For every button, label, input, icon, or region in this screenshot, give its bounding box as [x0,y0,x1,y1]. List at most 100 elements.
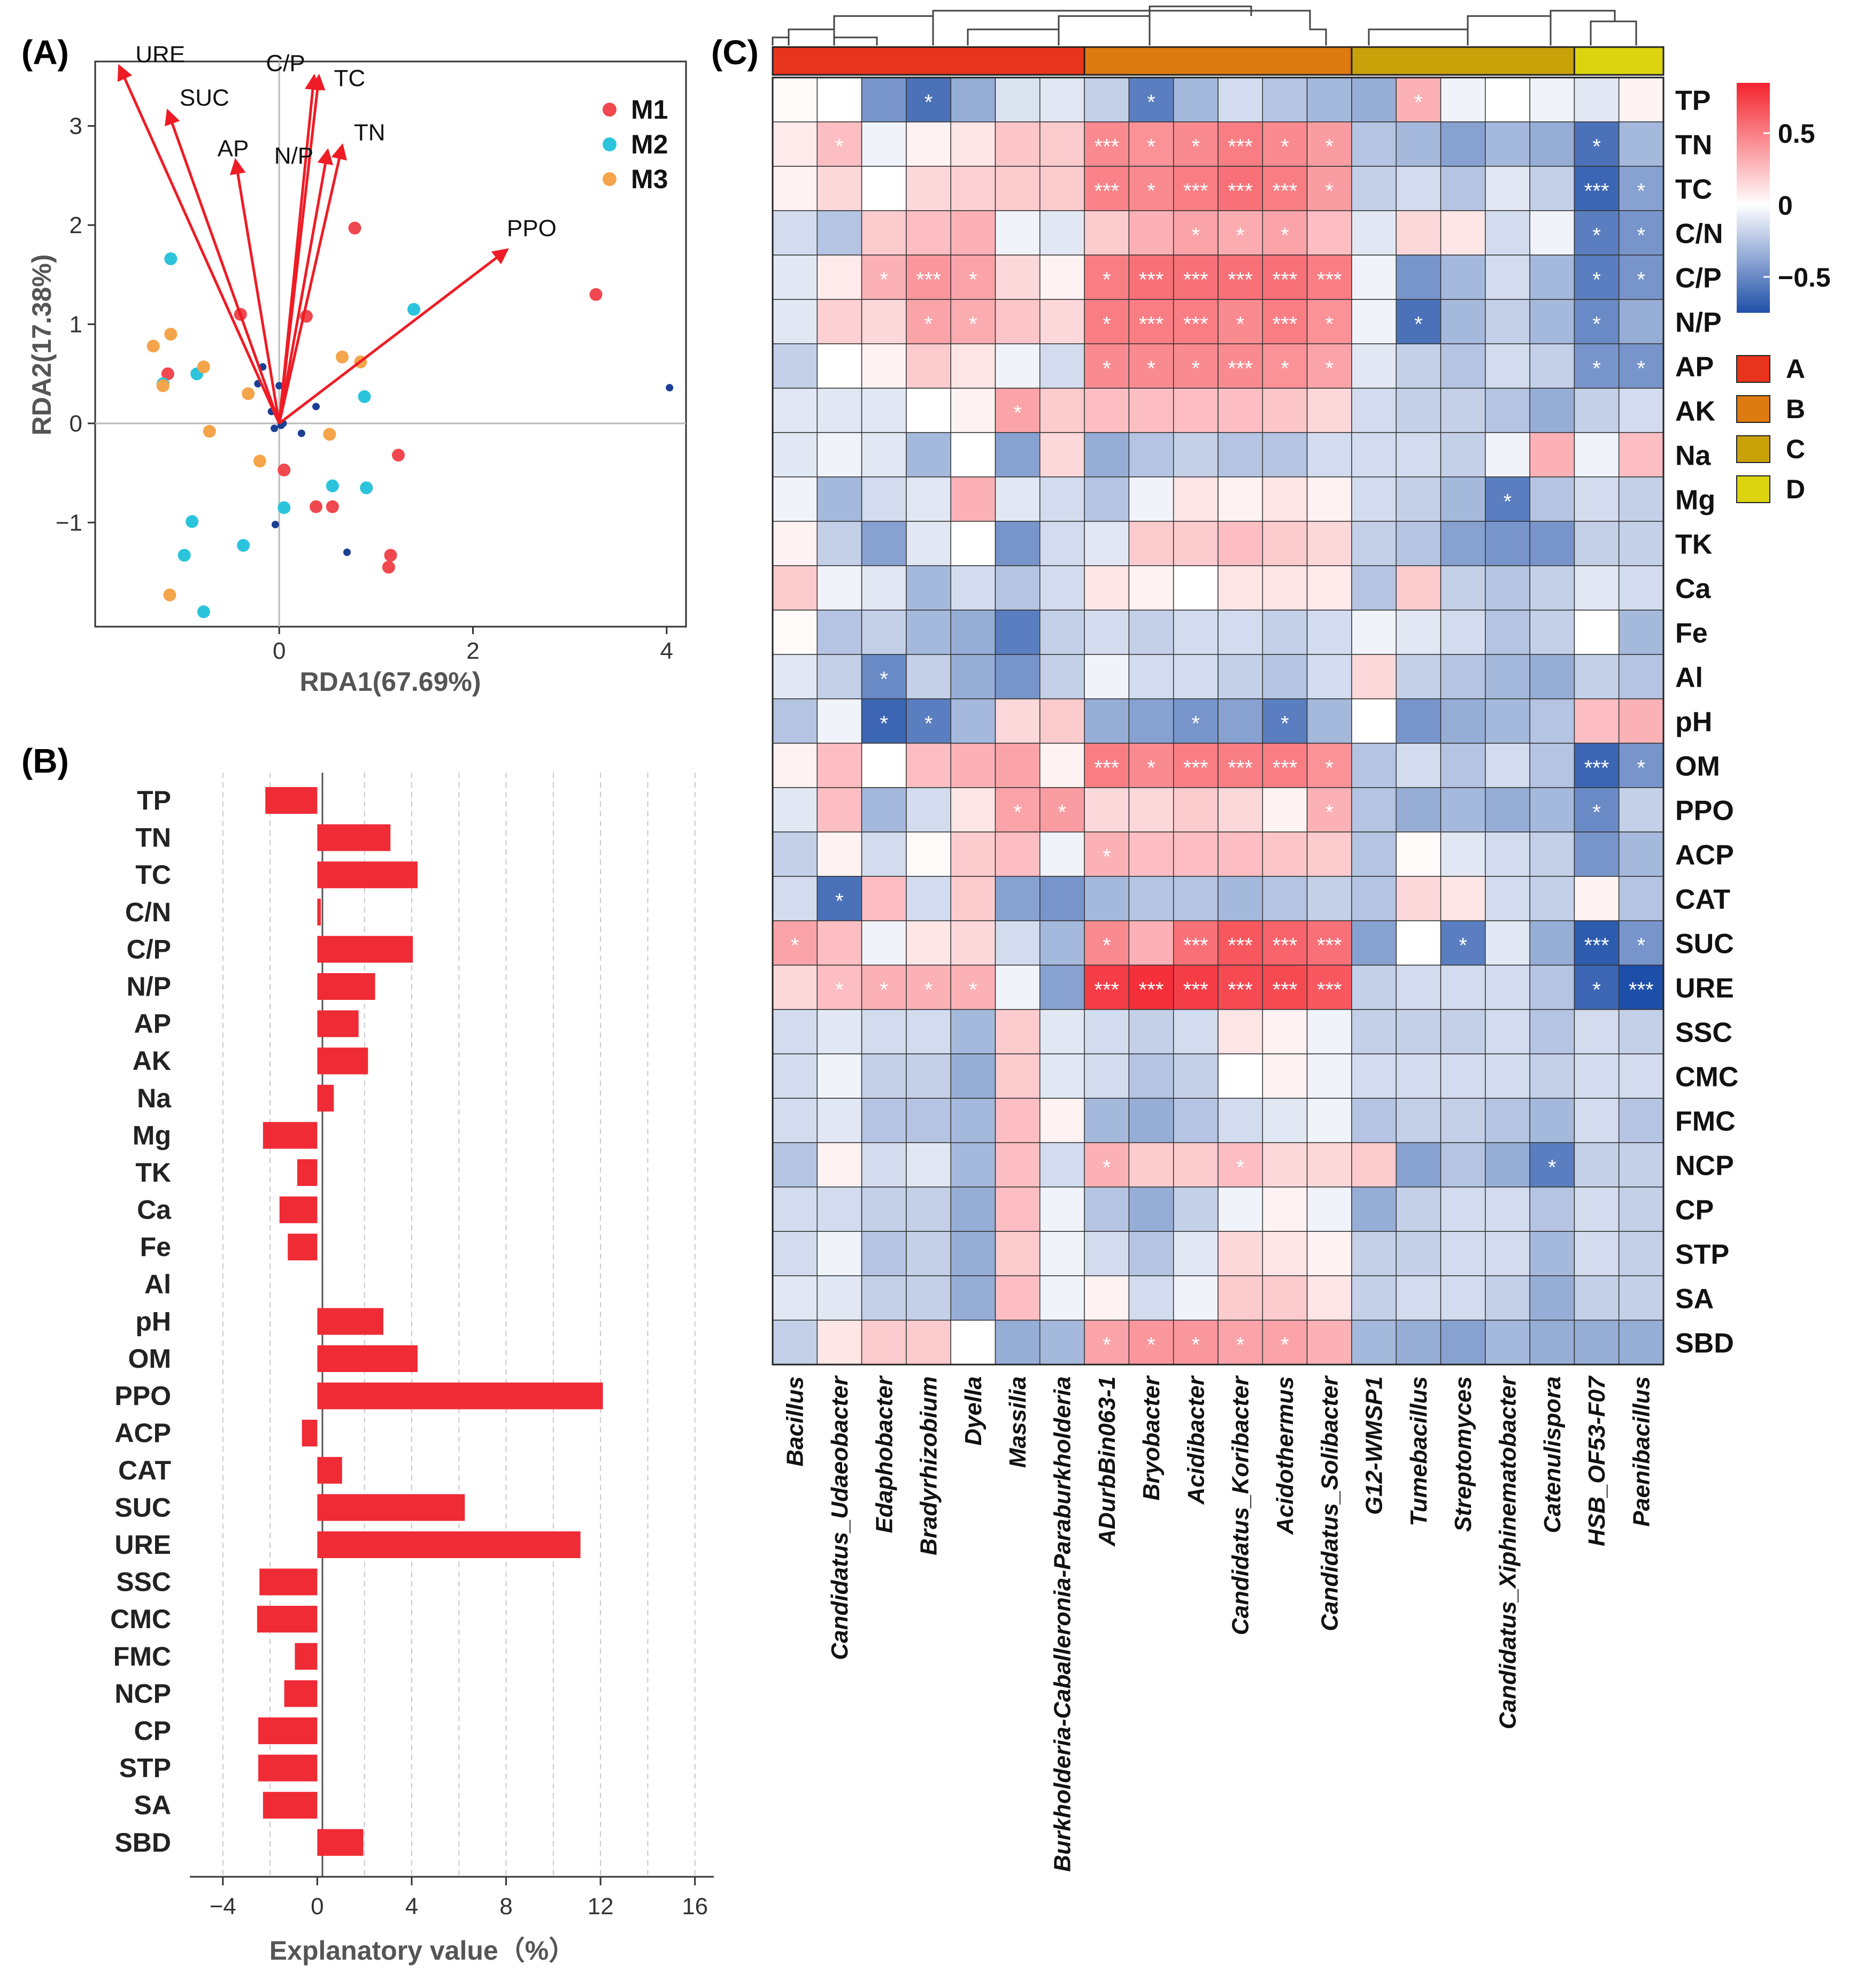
c-sig-r16-c6: * [1058,801,1067,825]
c-cell-r1-c18 [1574,121,1620,167]
c-cell-r6-c1 [816,343,862,389]
c-cell-r13-c13 [1351,654,1397,699]
c-cell-r27-c8 [1128,1275,1174,1321]
b-category-c-n: C/N [125,897,171,927]
panel-b-category-labels: TP TN TC C/N C/P N/P AP AK Na Mg TK Ca Fe Al pH OM PPO AC… [110,785,172,1858]
c-cell-r26-c7 [1084,1231,1130,1276]
c-cell-r7-c12 [1306,388,1352,433]
c-cell-r6-c11 [1262,343,1308,389]
c-sig-r16-c12: * [1325,801,1334,825]
c-cell-r25-c3 [906,1186,951,1232]
c-cell-r28-c1 [816,1320,862,1365]
b-bar-fmc [295,1643,318,1670]
c-cell-r26-c17 [1529,1231,1575,1276]
heatmap-row-labels: TP TN TC C/N C/P N/P AP AK Na Mg TK Ca Fe Al pH OM PPO AC… [1675,86,1738,1359]
c-cell-r9-c19 [1618,476,1664,522]
c-cell-r14-c3 [906,698,951,744]
c-cell-r16-c17 [1529,787,1575,833]
c-sig-r15-c7: *** [1094,757,1119,780]
colorbar-gradient [1737,83,1770,313]
a-vector-suc [165,109,281,424]
c-cell-r26-c4 [950,1231,996,1276]
c-sig-r15-c11: *** [1273,757,1298,780]
c-cell-r28-c14 [1396,1320,1442,1365]
c-cell-r14-c5 [995,698,1041,744]
c-col-label-14: Tumebacillus [1406,1376,1432,1526]
c-sig-r20-c1: * [835,978,844,1002]
c-cell-r8-c8 [1128,432,1174,477]
c-sig-r3-c9: * [1192,224,1200,248]
c-cell-r24-c1 [816,1142,862,1188]
b-bar-ph [317,1308,383,1335]
panel-b-label: (B) [21,742,69,780]
a-x-tick-label-0: 0 [273,638,286,664]
c-cell-r19-c6 [1039,920,1085,966]
c-cell-r19-c16 [1485,920,1530,966]
heatmap-significance-marks: * * ** *** * * *** * * **** * *** *** *** * *** ** * * * ** *… [791,91,1654,1357]
a-vector-tc [278,73,326,424]
c-cell-r4-c18 [1574,255,1620,300]
c-cell-r3-c2 [861,210,907,256]
c-cell-r21-c13 [1351,1009,1397,1054]
c-cell-r9-c7 [1084,476,1130,522]
b-bar-tn [317,824,391,851]
c-cell-r2-c5 [995,166,1041,211]
c-sig-r19-c0: * [791,934,799,958]
c-sig-r15-c10: *** [1228,757,1253,780]
c-cell-r22-c15 [1440,1053,1486,1099]
c-cell-r23-c3 [906,1098,951,1143]
c-cell-r0-c1 [816,77,862,122]
a-point-species-10 [343,548,351,556]
c-row-label-ca: Ca [1675,574,1712,605]
c-cell-r0-c17 [1529,77,1575,122]
c-cell-r1-c13 [1351,121,1397,167]
a-point-m3-8 [323,428,336,441]
c-cell-r14-c14 [1396,698,1442,744]
c-cell-r9-c15 [1440,476,1486,522]
c-cell-r9-c17 [1529,476,1575,522]
c-sig-r14-c11: * [1281,712,1289,736]
c-cell-r19-c13 [1351,920,1397,966]
c-cell-r1-c9 [1173,121,1219,167]
c-cell-r9-c11 [1262,476,1308,522]
b-bar-c-n [317,898,321,926]
a-point-species-6 [271,425,279,433]
c-cell-r27-c19 [1618,1275,1664,1321]
c-cell-r8-c18 [1574,432,1620,477]
c-cell-r16-c12 [1306,787,1352,833]
c-cell-r4-c0 [772,255,818,300]
panel-a-ticks: 0 2 4 −1 0 1 2 3 [56,113,673,664]
c-cell-r16-c0 [772,787,818,833]
a-point-m2-9 [237,538,250,552]
c-cell-r20-c15 [1440,965,1486,1010]
c-cell-r22-c13 [1351,1053,1397,1099]
a-vector-label-c-p: C/P [266,50,305,76]
c-cell-r1-c14 [1396,121,1442,167]
c-sig-r0-c3: * [924,91,933,114]
c-cell-r1-c0 [772,121,818,167]
c-cell-r21-c11 [1262,1009,1308,1054]
c-cell-r22-c1 [816,1053,862,1099]
c-cell-r19-c10 [1218,920,1263,966]
c-cell-r26-c12 [1306,1231,1352,1276]
c-cell-r24-c11 [1262,1142,1308,1188]
legend-m1-marker [603,103,617,117]
c-cell-r22-c5 [995,1053,1041,1099]
c-cell-r15-c13 [1351,743,1397,788]
b-bar-ca [279,1196,318,1223]
c-col-label-19: Paenibacillus [1628,1376,1654,1527]
c-cell-r9-c18 [1574,476,1620,522]
c-cell-r22-c16 [1485,1053,1530,1099]
c-cell-r10-c0 [772,521,818,566]
panel-a: (A) 0 2 4 −1 0 1 2 3 URE SUC AP C/P TC N/P TN PPO RDA1… [21,33,687,697]
panel-a-legend: M1 M2 M3 [603,95,668,194]
c-cell-r25-c2 [861,1186,907,1232]
c-cell-r16-c15 [1440,787,1486,833]
c-cell-r9-c13 [1351,476,1397,522]
c-cell-r15-c9 [1173,743,1219,788]
c-cell-r3-c17 [1529,210,1575,256]
b-bar-ap [317,1010,359,1037]
c-sig-r19-c9: *** [1183,934,1208,958]
c-cb-tick-label-2: −0.5 [1778,263,1831,292]
c-sig-r2-c11: *** [1273,180,1298,203]
